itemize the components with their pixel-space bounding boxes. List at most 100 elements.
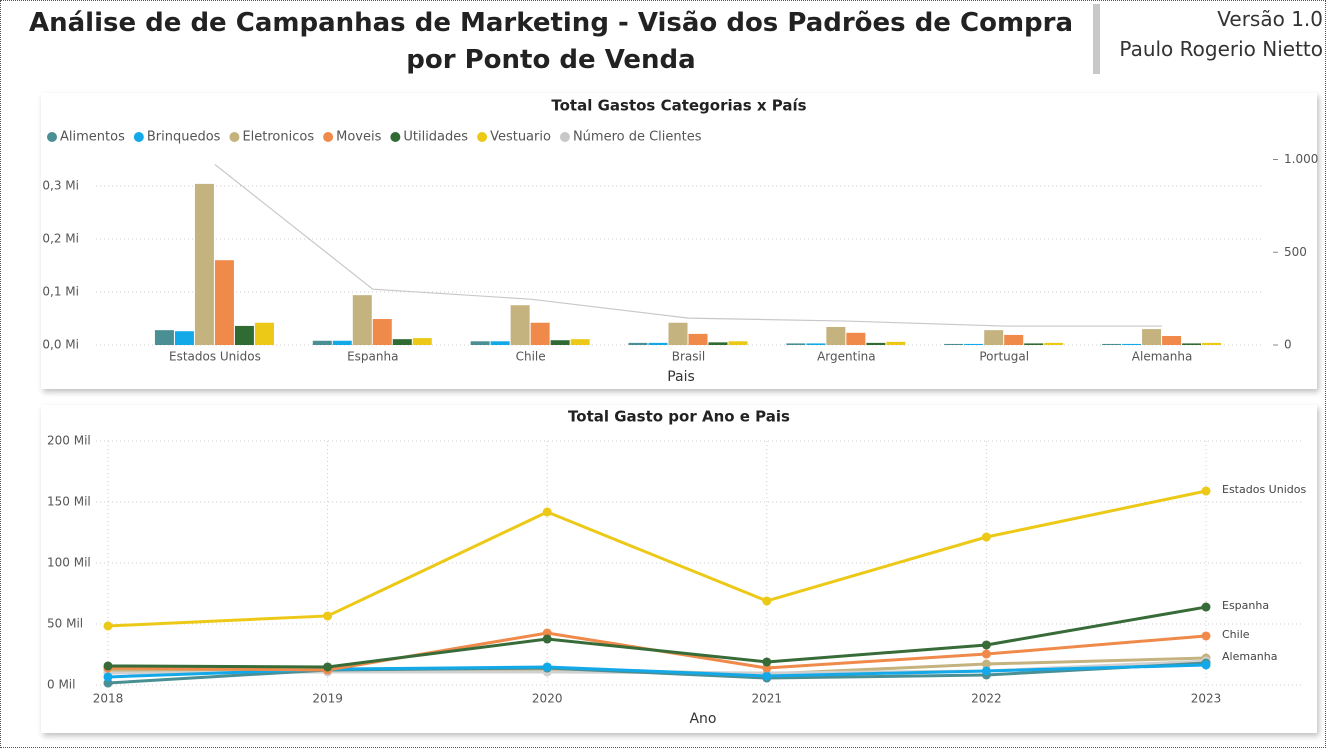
line (107, 489, 1207, 628)
bar (332, 340, 352, 345)
line (214, 164, 1163, 327)
legend-marker (133, 132, 144, 142)
bar (628, 342, 648, 345)
series-end-label: Alemanha (1222, 650, 1278, 663)
point (981, 649, 991, 659)
x-tick-label: 2020 (532, 692, 563, 706)
legend-label: Número de Clientes (573, 130, 702, 145)
bar (312, 340, 332, 345)
version: Versão 1.0 (1217, 7, 1323, 31)
point (981, 640, 991, 650)
divider (1093, 4, 1100, 74)
x-axis-label: Pais (667, 369, 695, 385)
bar (688, 333, 708, 345)
y-tick-label: 0,2 Mi (42, 232, 79, 246)
bar (668, 322, 688, 345)
page-title: Análise de de Campanhas de Marketing - V… (28, 8, 1074, 75)
bar (728, 341, 748, 345)
bar (826, 326, 846, 345)
y-tick-label: 0,1 Mi (42, 285, 79, 299)
y-tick-label: 100 Mil (47, 556, 91, 570)
x-tick-label: 2018 (93, 692, 124, 706)
point (103, 672, 113, 682)
legend-label: Brinquedos (147, 130, 221, 145)
bar (1122, 343, 1142, 345)
point (542, 507, 552, 517)
y-tick-label: 0,3 Mi (42, 179, 79, 193)
bar (530, 322, 550, 345)
point (1201, 631, 1211, 641)
bar (846, 332, 866, 345)
bar (214, 260, 234, 345)
series-end-label: Espanha (1222, 599, 1269, 612)
series-end-label: Chile (1222, 628, 1250, 641)
bar (254, 322, 274, 345)
bar (786, 343, 806, 345)
point (1201, 602, 1211, 612)
point (981, 666, 991, 676)
x-tick-label: 2022 (971, 692, 1002, 706)
bar (392, 339, 412, 345)
bar (1044, 342, 1064, 345)
bar (174, 331, 194, 345)
y2-tick-label: 1.000 (1284, 152, 1318, 166)
bar (866, 342, 886, 345)
bar (806, 343, 826, 345)
y-tick-label: 0 Mil (47, 678, 75, 692)
x-tick-label: 2021 (752, 692, 783, 706)
point (103, 661, 113, 671)
bar (1202, 342, 1222, 345)
bar (1102, 343, 1122, 345)
bar (412, 338, 432, 345)
series-end-label: Estados Unidos (1222, 483, 1306, 496)
legend-marker (323, 132, 334, 142)
point (981, 659, 991, 669)
y2-tick-label: 500 (1284, 245, 1307, 259)
bar (510, 305, 530, 345)
bar (490, 341, 510, 345)
point (1201, 660, 1211, 670)
y-tick-label: 150 Mil (47, 495, 91, 509)
bar (1142, 329, 1162, 345)
x-tick-label: Brasil (672, 350, 705, 364)
bar (984, 330, 1004, 345)
x-tick-label: Portugal (979, 350, 1029, 364)
line (107, 605, 1207, 669)
point (103, 621, 113, 631)
x-tick-label: Espanha (347, 350, 398, 364)
bar (470, 341, 490, 345)
x-tick-label: Chile (516, 350, 546, 364)
bar (372, 319, 392, 345)
legend-label: Vestuario (490, 130, 551, 145)
bar (352, 295, 372, 345)
x-axis-label: Ano (689, 711, 716, 727)
x-tick-label: Estados Unidos (169, 350, 261, 364)
bar (1162, 335, 1182, 345)
y-tick-label: 200 Mil (47, 434, 91, 448)
bar (234, 325, 254, 345)
y-tick-label: 50 Mil (47, 617, 83, 631)
y2-tick-label: 0 (1284, 338, 1292, 352)
point (762, 657, 772, 667)
legend-marker (477, 132, 488, 142)
bar (886, 341, 906, 345)
point (542, 634, 552, 644)
x-tick-label: 2019 (312, 692, 343, 706)
point (981, 532, 991, 542)
bar (154, 330, 174, 345)
x-tick-label: 2023 (1191, 692, 1222, 706)
point (762, 671, 772, 681)
point (542, 662, 552, 672)
bar (964, 343, 984, 345)
legend-label: Moveis (336, 130, 381, 145)
author: Paulo Rogerio Nietto (1119, 37, 1323, 61)
bar (708, 342, 728, 345)
legend-label: Eletronicos (242, 130, 314, 145)
legend-marker (47, 132, 57, 142)
bar (570, 339, 590, 345)
bar (1024, 343, 1044, 345)
bar (194, 183, 214, 345)
legend-marker (559, 132, 570, 142)
